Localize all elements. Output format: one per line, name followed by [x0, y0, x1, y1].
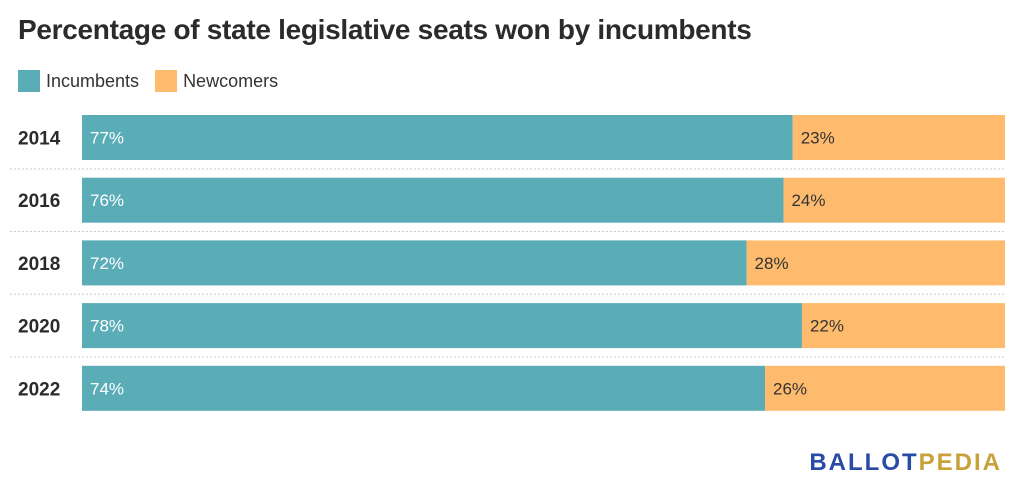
chart-legend: Incumbents Newcomers	[18, 70, 294, 92]
data-label-newcomers-2014: 23%	[801, 129, 835, 148]
bar-incumbents-2022	[82, 365, 766, 411]
category-label-2014: 2014	[18, 129, 61, 150]
category-label-2016: 2016	[18, 191, 60, 212]
data-label-incumbents-2018: 72%	[90, 254, 124, 273]
data-label-newcomers-2016: 24%	[791, 191, 825, 210]
data-label-newcomers-2020: 22%	[810, 317, 844, 336]
bar-newcomers-2018	[746, 240, 1005, 286]
data-label-incumbents-2014: 77%	[90, 129, 124, 148]
data-label-newcomers-2018: 28%	[755, 254, 789, 273]
bar-newcomers-2016	[783, 177, 1005, 223]
legend-item-newcomers: Newcomers	[155, 70, 278, 92]
data-label-incumbents-2022: 74%	[90, 379, 124, 398]
logo-text-pedia: PEDIA	[918, 449, 1002, 476]
data-label-incumbents-2020: 78%	[90, 317, 124, 336]
logo-text-ballot: BALLOT	[809, 449, 919, 476]
legend-swatch-newcomers	[155, 70, 178, 92]
ballotpedia-logo: BALLOTPEDIA	[809, 449, 1002, 477]
category-label-2018: 2018	[18, 254, 60, 275]
legend-label-newcomers: Newcomers	[183, 70, 279, 91]
bar-incumbents-2018	[82, 240, 747, 286]
data-label-incumbents-2016: 76%	[90, 191, 124, 210]
data-label-newcomers-2022: 26%	[773, 379, 807, 398]
legend-label-incumbents: Incumbents	[46, 70, 140, 91]
bar-newcomers-2020	[801, 303, 1005, 349]
bar-incumbents-2014	[82, 115, 793, 160]
category-label-2022: 2022	[18, 379, 60, 400]
bar-incumbents-2016	[82, 177, 784, 223]
chart-title: Percentage of state legislative seats wo…	[18, 14, 752, 45]
bar-incumbents-2020	[82, 303, 802, 349]
category-label-2020: 2020	[18, 317, 60, 338]
bar-newcomers-2014	[792, 115, 1005, 160]
legend-swatch-incumbents	[18, 70, 40, 92]
legend-item-incumbents: Incumbents	[18, 70, 139, 92]
bar-newcomers-2022	[765, 365, 1005, 411]
